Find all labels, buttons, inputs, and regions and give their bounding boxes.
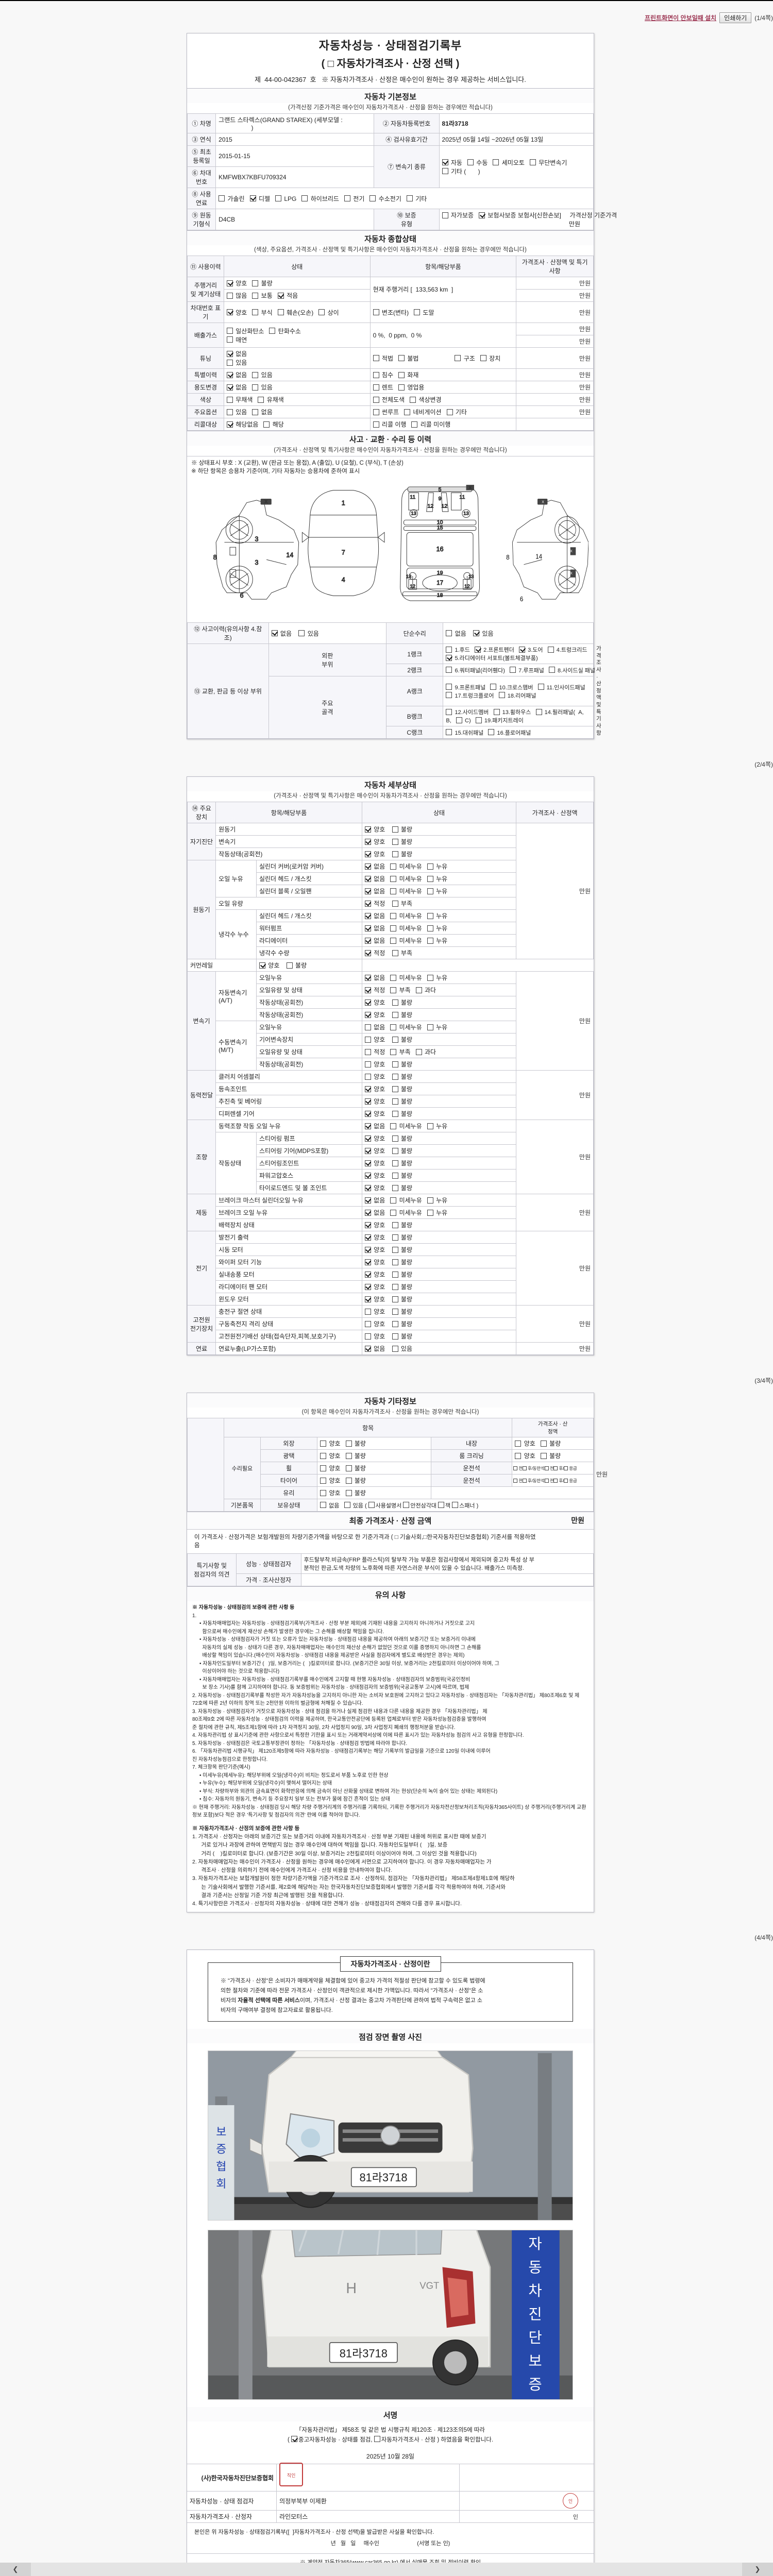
svg-text:81라3718: 81라3718: [359, 2171, 407, 2184]
svg-text:보: 보: [528, 2353, 542, 2370]
svg-text:81라3718: 81라3718: [340, 2347, 388, 2360]
svg-text:자: 자: [528, 2236, 542, 2252]
svg-text:18: 18: [437, 592, 443, 598]
svg-text:8: 8: [213, 554, 217, 561]
svg-text:9: 9: [439, 496, 442, 502]
svg-text:7: 7: [342, 549, 345, 556]
svg-text:동: 동: [528, 2260, 542, 2276]
svg-text:X: X: [264, 499, 267, 504]
svg-text:11: 11: [459, 494, 465, 500]
svg-text:3: 3: [255, 559, 258, 566]
svg-text:13: 13: [411, 511, 416, 517]
svg-text:5: 5: [439, 487, 442, 493]
svg-text:증: 증: [528, 2377, 542, 2393]
svg-text:증: 증: [216, 2143, 226, 2156]
svg-text:3: 3: [255, 536, 258, 543]
svg-text:17: 17: [436, 580, 443, 586]
svg-text:13: 13: [406, 574, 412, 580]
svg-text:12: 12: [410, 584, 415, 589]
svg-text:16: 16: [436, 546, 444, 553]
svg-text:협: 협: [216, 2160, 226, 2173]
svg-text:H: H: [346, 2280, 357, 2297]
svg-text:12: 12: [427, 503, 433, 509]
svg-text:13: 13: [463, 511, 469, 517]
svg-text:13: 13: [468, 574, 474, 580]
svg-text:1: 1: [342, 499, 345, 506]
svg-text:VGT: VGT: [419, 2280, 439, 2291]
svg-text:15: 15: [437, 525, 443, 531]
svg-text:진: 진: [528, 2307, 542, 2323]
svg-text:X: X: [570, 571, 573, 575]
svg-text:14: 14: [286, 551, 293, 558]
svg-text:4: 4: [342, 576, 345, 583]
svg-text:X: X: [469, 485, 472, 490]
svg-text:X: X: [570, 549, 573, 553]
svg-text:19: 19: [437, 570, 443, 576]
svg-text:12: 12: [441, 503, 447, 509]
svg-text:11: 11: [410, 494, 415, 500]
svg-text:보: 보: [216, 2125, 226, 2138]
svg-text:12: 12: [464, 584, 470, 589]
svg-text:6: 6: [240, 592, 244, 599]
svg-text:14: 14: [535, 553, 542, 561]
svg-text:차: 차: [528, 2283, 542, 2299]
svg-text:X: X: [542, 499, 544, 504]
svg-text:8: 8: [506, 554, 510, 562]
svg-text:회: 회: [216, 2177, 226, 2190]
svg-text:6: 6: [520, 596, 524, 603]
svg-text:단: 단: [528, 2330, 542, 2346]
